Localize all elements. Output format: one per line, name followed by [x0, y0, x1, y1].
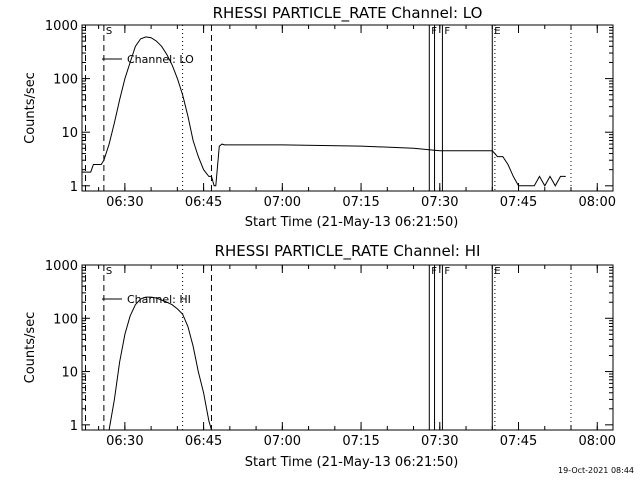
- chart-panel-lo: RHESSI PARTICLE_RATE Channel: LO 1 10 100 10…: [23, 4, 616, 230]
- x-tick-label: 07:45: [500, 434, 537, 449]
- y-tick-label: 1000: [45, 19, 78, 34]
- x-tick-label: 07:30: [421, 434, 458, 449]
- x-axis-label: Start Time (21-May-13 06:21:50): [245, 215, 459, 230]
- x-tick-label: 07:15: [342, 195, 379, 210]
- x-tick-label: 06:30: [106, 195, 143, 210]
- y-tick-label: 1: [70, 180, 78, 195]
- chart-title: RHESSI PARTICLE_RATE Channel: LO: [213, 4, 483, 23]
- event-marker-label: F: [444, 266, 450, 277]
- x-tick-label: 07:45: [500, 195, 537, 210]
- legend-label: Channel: LO: [127, 53, 194, 66]
- event-marker-label: S: [106, 26, 112, 37]
- y-tick-label: 1: [70, 419, 78, 434]
- event-marker-label: E: [494, 26, 500, 37]
- event-marker-label: F: [444, 26, 450, 37]
- y-tick-label: 10: [61, 126, 78, 141]
- chart-panel-hi: RHESSI PARTICLE_RATE Channel: HI 1 10 100 10…: [23, 242, 616, 470]
- x-tick-label: 08:00: [579, 195, 616, 210]
- x-tick-label: 07:00: [264, 195, 301, 210]
- chart-title: RHESSI PARTICLE_RATE Channel: HI: [215, 242, 481, 261]
- event-marker-label: E: [494, 266, 500, 277]
- x-tick-label: 08:00: [579, 434, 616, 449]
- generation-timestamp: 19-Oct-2021 08:44: [558, 466, 634, 475]
- x-tick-label: 06:45: [185, 195, 222, 210]
- y-tick-label: 10: [61, 366, 78, 381]
- x-tick-label: 07:30: [421, 195, 458, 210]
- event-marker-label: S: [106, 266, 112, 277]
- x-tick-label: 07:00: [264, 434, 301, 449]
- x-tick-label: 07:15: [342, 434, 379, 449]
- series-line-0: [108, 296, 212, 430]
- y-tick-label: 100: [53, 312, 78, 327]
- y-axis-label: Counts/sec: [23, 312, 38, 384]
- x-tick-label: 06:30: [106, 434, 143, 449]
- plot-frame: [81, 24, 614, 192]
- plot-frame: [81, 264, 614, 431]
- x-axis-label: Start Time (21-May-13 06:21:50): [245, 455, 459, 470]
- x-tick-label: 06:45: [185, 434, 222, 449]
- y-tick-label: 100: [53, 73, 78, 88]
- y-axis-label: Counts/sec: [23, 72, 38, 144]
- series-line-0: [82, 36, 566, 187]
- y-tick-label: 1000: [45, 259, 78, 274]
